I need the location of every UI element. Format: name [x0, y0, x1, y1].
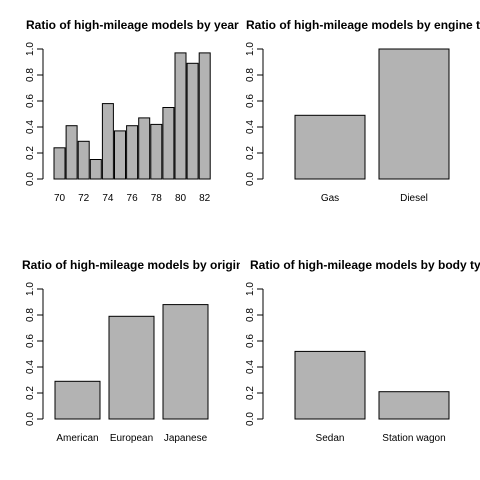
y-tick-label: 0.6	[25, 334, 36, 348]
x-tick-label: Station wagon	[382, 433, 445, 444]
chart-panel-by-origin: Ratio of high-mileage models by origin 0…	[22, 258, 243, 444]
y-tick-label: 1.0	[245, 282, 256, 296]
bar-74	[101, 103, 114, 180]
y-tick-label: 0.4	[245, 120, 256, 134]
x-tick-label: Japanese	[164, 433, 208, 444]
y-tick-label: 0.2	[245, 386, 256, 400]
bar-81	[186, 62, 199, 180]
y-tick-label: 1.0	[245, 42, 256, 56]
bar-diesel	[378, 48, 450, 180]
y-tick-label: 0.0	[245, 412, 256, 426]
y-tick-label: 0.2	[25, 146, 36, 160]
bar-american	[54, 380, 101, 420]
x-tick-label: American	[56, 433, 98, 444]
bar-75	[114, 130, 126, 180]
y-tick-label: 0.2	[245, 146, 256, 160]
chart-panel-by-body-type: Ratio of high-mileage models by body typ…	[245, 258, 480, 444]
bar-82	[198, 52, 211, 180]
chart-title: Ratio of high-mileage models by engine t…	[246, 18, 480, 32]
x-tick-label: 72	[78, 193, 90, 204]
y-tick-label: 1.0	[25, 42, 36, 56]
y-tick-label: 0.0	[25, 172, 36, 186]
chart-panel-by-engine-type: Ratio of high-mileage models by engine t…	[245, 18, 480, 204]
y-tick-label: 0.4	[25, 120, 36, 134]
y-tick-label: 0.4	[25, 360, 36, 374]
x-tick-label: Sedan	[316, 433, 345, 444]
y-tick-label: 0.6	[25, 94, 36, 108]
y-tick-label: 0.8	[245, 68, 256, 82]
y-tick-label: 0.4	[245, 360, 256, 374]
x-tick-label: 78	[151, 193, 163, 204]
y-tick-label: 0.6	[245, 94, 256, 108]
y-tick-label: 0.0	[25, 412, 36, 426]
bar-80	[174, 52, 187, 180]
y-tick-label: 0.0	[245, 172, 256, 186]
x-tick-label: 74	[102, 193, 114, 204]
y-tick-label: 0.8	[25, 68, 36, 82]
x-tick-label: European	[110, 433, 153, 444]
bar-76	[126, 125, 139, 180]
chart-title: Ratio of high-mileage models by body typ…	[250, 258, 480, 272]
bar-79	[162, 107, 175, 180]
bar-78	[150, 123, 163, 180]
y-tick-label: 0.2	[25, 386, 36, 400]
y-tick-label: 1.0	[25, 282, 36, 296]
bar-station-wagon	[378, 391, 450, 420]
bar-72	[77, 140, 90, 180]
y-tick-label: 0.6	[245, 334, 256, 348]
chart-title: Ratio of high-mileage models by year	[26, 18, 239, 32]
bar-70	[53, 147, 66, 180]
chart-panel-by-year: Ratio of high-mileage models by year 0.0…	[25, 18, 239, 204]
bar-71	[65, 125, 78, 180]
y-tick-label: 0.8	[25, 308, 36, 322]
x-tick-label: Gas	[321, 193, 339, 204]
bar-sedan	[294, 350, 366, 420]
bar-77	[138, 117, 151, 180]
x-tick-label: 76	[127, 193, 139, 204]
chart-title: Ratio of high-mileage models by origin	[22, 258, 243, 272]
y-tick-label: 0.8	[245, 308, 256, 322]
x-tick-label: Diesel	[400, 193, 428, 204]
x-tick-label: 70	[54, 193, 66, 204]
x-tick-label: 82	[199, 193, 211, 204]
bar-european	[108, 315, 155, 420]
bar-gas	[294, 114, 366, 180]
bar-japanese	[162, 304, 209, 420]
x-tick-label: 80	[175, 193, 187, 204]
bar-73	[89, 159, 102, 180]
